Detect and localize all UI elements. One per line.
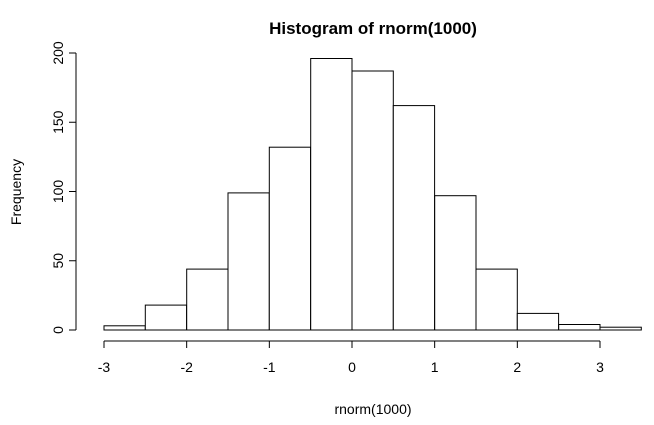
- x-tick-label: 2: [513, 359, 521, 375]
- histogram-bar: [144, 304, 188, 331]
- y-tick-label: 50: [50, 253, 66, 269]
- histogram-bar: [392, 105, 436, 331]
- x-tick-label: -3: [98, 359, 111, 375]
- x-tick-label: -2: [180, 359, 193, 375]
- histogram-bar: [268, 146, 312, 331]
- y-tick-label: 150: [50, 110, 66, 134]
- y-tick-label: 200: [50, 41, 66, 65]
- histogram-bar: [475, 268, 518, 331]
- histogram-bar: [599, 326, 642, 331]
- y-axis: 0 50 100 150 200: [50, 41, 77, 334]
- x-tick-label: 0: [348, 359, 356, 375]
- histogram-bar: [103, 325, 146, 331]
- x-tick-label: -1: [263, 359, 276, 375]
- histogram-bar: [516, 312, 560, 331]
- histogram-bar: [351, 70, 394, 331]
- bars-group: [103, 58, 642, 331]
- histogram-bar: [227, 192, 270, 331]
- x-tick-label: 1: [431, 359, 439, 375]
- y-axis-label: Frequency: [8, 159, 24, 225]
- x-axis-label: rnorm(1000): [334, 401, 411, 417]
- x-axis: -3 -2 -1 0 1 2 3: [98, 340, 604, 375]
- histogram-bar: [558, 324, 601, 331]
- chart-title: Histogram of rnorm(1000): [269, 19, 477, 38]
- histogram-bar: [434, 195, 477, 331]
- histogram-bar: [310, 58, 353, 331]
- y-tick-label: 0: [50, 326, 66, 334]
- x-tick-label: 3: [596, 359, 604, 375]
- histogram-bar: [186, 268, 229, 331]
- y-tick-label: 100: [50, 180, 66, 204]
